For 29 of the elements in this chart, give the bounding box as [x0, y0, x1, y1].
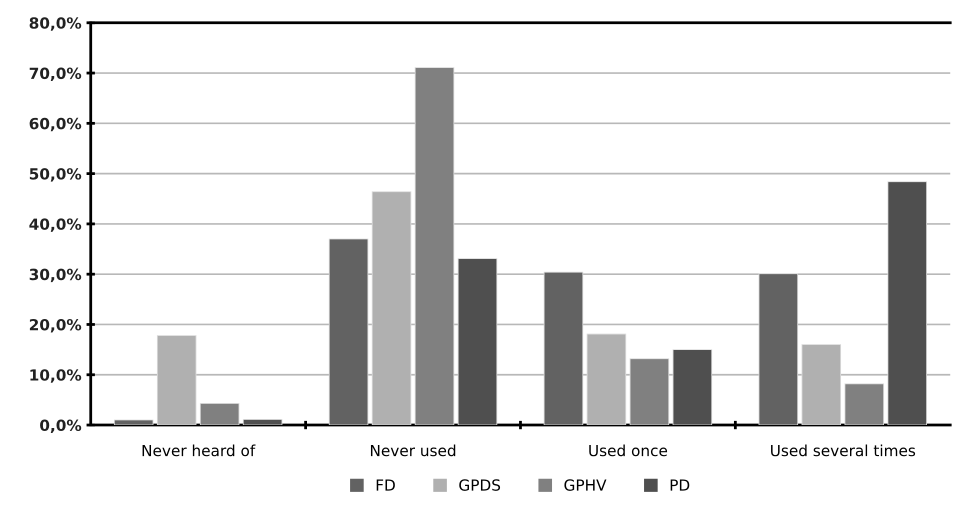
bar [414, 67, 454, 426]
legend-label: GPHV [564, 479, 606, 491]
bar [887, 181, 928, 426]
bar [458, 258, 498, 426]
y-tick-label: 10,0% [30, 369, 82, 383]
bar [328, 238, 368, 426]
legend-label: PD [670, 479, 690, 491]
y-tick-label: 30,0% [30, 268, 82, 282]
y-tick-label: 0,0% [40, 420, 82, 434]
y-tick-label: 80,0% [30, 17, 82, 31]
legend-label: FD [376, 479, 395, 491]
y-tick-label: 50,0% [30, 168, 82, 182]
bar [544, 272, 584, 426]
x-tick-label: Used once [589, 444, 668, 456]
x-tick-label: Used several times [771, 444, 916, 456]
bar [630, 358, 670, 426]
x-tick-label: Never heard of [142, 444, 256, 456]
bar [200, 403, 240, 426]
x-tick-label: Never used [370, 444, 456, 456]
bar [242, 419, 282, 426]
y-tick-label: 40,0% [29, 218, 82, 232]
bar [844, 383, 884, 426]
bar [114, 420, 154, 426]
bar [758, 273, 798, 426]
y-tick-label: 70,0% [30, 68, 82, 82]
y-tick-label: 20,0% [30, 318, 82, 332]
bar [672, 349, 712, 426]
y-tick-label: 60,0% [30, 118, 82, 132]
legend-label: GPDS [459, 479, 500, 491]
